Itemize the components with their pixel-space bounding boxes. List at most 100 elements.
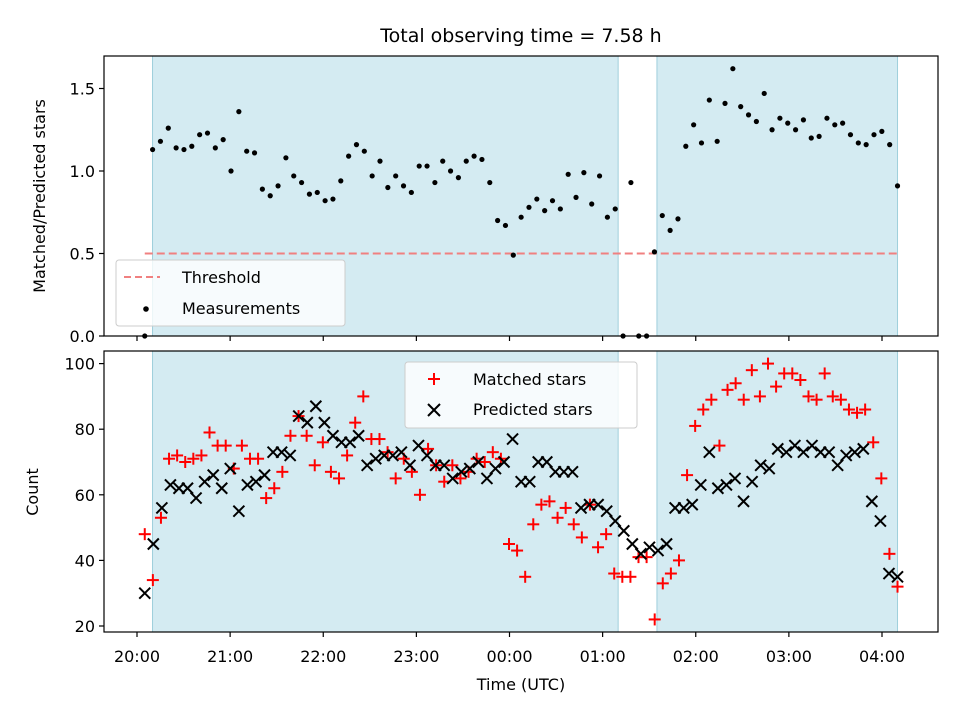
predicted-star-point [882, 567, 896, 580]
predicted-star-point [848, 445, 861, 459]
matched-star-point [575, 531, 588, 544]
predicted-star-point [155, 501, 169, 515]
measurement-point [730, 66, 736, 72]
matched-star-point [826, 390, 839, 403]
predicted-star-point [694, 478, 707, 492]
matched-star-point [446, 459, 459, 472]
matched-star-point [810, 393, 823, 406]
predicted-star-point [540, 455, 554, 469]
measurement-point [479, 156, 485, 163]
predicted-star-point [275, 445, 288, 459]
predicted-star-point [634, 547, 648, 561]
measurement-point [714, 138, 720, 144]
measurement-point [377, 158, 383, 164]
matched-star-point [891, 580, 904, 593]
top-x-ticks [136, 336, 883, 341]
predicted-star-point [301, 416, 314, 429]
top-y-tick-label: 0.5 [70, 245, 95, 264]
predicted-star-point [480, 472, 494, 485]
matched-star-point [729, 377, 742, 390]
x-axis-label: Time (UTC) [476, 675, 565, 694]
measurement-point [487, 179, 493, 186]
top-y-axis-label: Matched/Predicted stars [30, 99, 49, 293]
predicted-star-point [318, 416, 331, 429]
matched-star-point [284, 429, 297, 442]
measurement-point [322, 198, 328, 204]
matched-star-point [883, 547, 896, 560]
measurement-point [824, 115, 830, 121]
predicted-star-point [617, 524, 630, 538]
measurement-point [800, 117, 807, 123]
measurement-point [534, 196, 540, 202]
matched-star-point [219, 439, 232, 452]
measurement-point [847, 132, 854, 138]
matched-star-point [608, 567, 621, 580]
matched-star-point [171, 449, 184, 462]
measurement-point [424, 163, 430, 169]
measurement-point [220, 137, 226, 143]
measurement-point [518, 214, 524, 220]
measurement-point [244, 148, 250, 154]
measurement-point [871, 132, 877, 138]
predicted-star-point [412, 439, 425, 452]
predicted-star-point [600, 504, 613, 518]
measurement-point [722, 100, 728, 106]
matched-star-point [422, 442, 435, 455]
matched-star-point [195, 449, 208, 462]
measurement-point [330, 196, 336, 202]
matched-star-point [276, 465, 289, 478]
predicted-star-point [643, 541, 656, 554]
top-legend-box [115, 259, 346, 327]
predicted-star-point [455, 465, 468, 479]
bottom-y-tick-label: 40 [75, 551, 95, 570]
predicted-star-point [497, 455, 511, 469]
x-tick-label: 20:00 [114, 647, 160, 666]
bottom-y-axis-label: Count [23, 468, 42, 516]
predicted-star-point [249, 475, 263, 488]
matched-star-point [851, 406, 864, 419]
predicted-star-point [523, 475, 536, 488]
measurement-point [651, 249, 658, 255]
measurement-point [628, 179, 634, 186]
predicted-star-point [232, 504, 246, 518]
matched-star-point [341, 449, 354, 462]
matched-star-point [300, 429, 313, 442]
measurement-point [298, 179, 305, 186]
predicted-star-point [241, 478, 254, 492]
predicted-star-point [215, 482, 228, 495]
measurement-point [612, 206, 618, 212]
matched-star-point [559, 501, 572, 514]
measurement-point [400, 183, 407, 189]
measurement-point [808, 135, 814, 141]
measurement-point [542, 208, 548, 214]
measurement-point [385, 184, 391, 191]
matched-star-point [502, 538, 515, 550]
predicted-star-point [780, 445, 793, 459]
predicted-star-point [891, 570, 904, 584]
matched-star-point [834, 393, 847, 406]
measurement-point [840, 120, 846, 126]
measurement-point [197, 132, 203, 138]
measurement-point [314, 189, 320, 196]
matched-star-point [656, 577, 669, 590]
measurement-point [526, 204, 532, 210]
measurement-point [769, 127, 775, 133]
measurement-point [212, 145, 218, 151]
shaded-period-2 [656, 350, 899, 633]
measurement-point [204, 130, 211, 136]
matched-star-point [413, 488, 426, 501]
measurement-point [887, 142, 893, 148]
measurement-point [753, 118, 759, 125]
measurement-point [832, 122, 838, 128]
matched-star-point [138, 528, 151, 541]
matched-star-point [745, 364, 758, 377]
bottom-y-tick-label: 20 [75, 617, 95, 636]
matched-star-point [818, 367, 831, 380]
matched-star-point [640, 551, 653, 564]
measurement-point [259, 186, 265, 192]
matched-star-point [705, 393, 718, 406]
bottom-y-axis: 20 40 60 80 100 [64, 355, 104, 636]
measurement-point [894, 183, 901, 189]
predicted-star-point [343, 436, 357, 449]
top-measurement-points [142, 66, 901, 339]
